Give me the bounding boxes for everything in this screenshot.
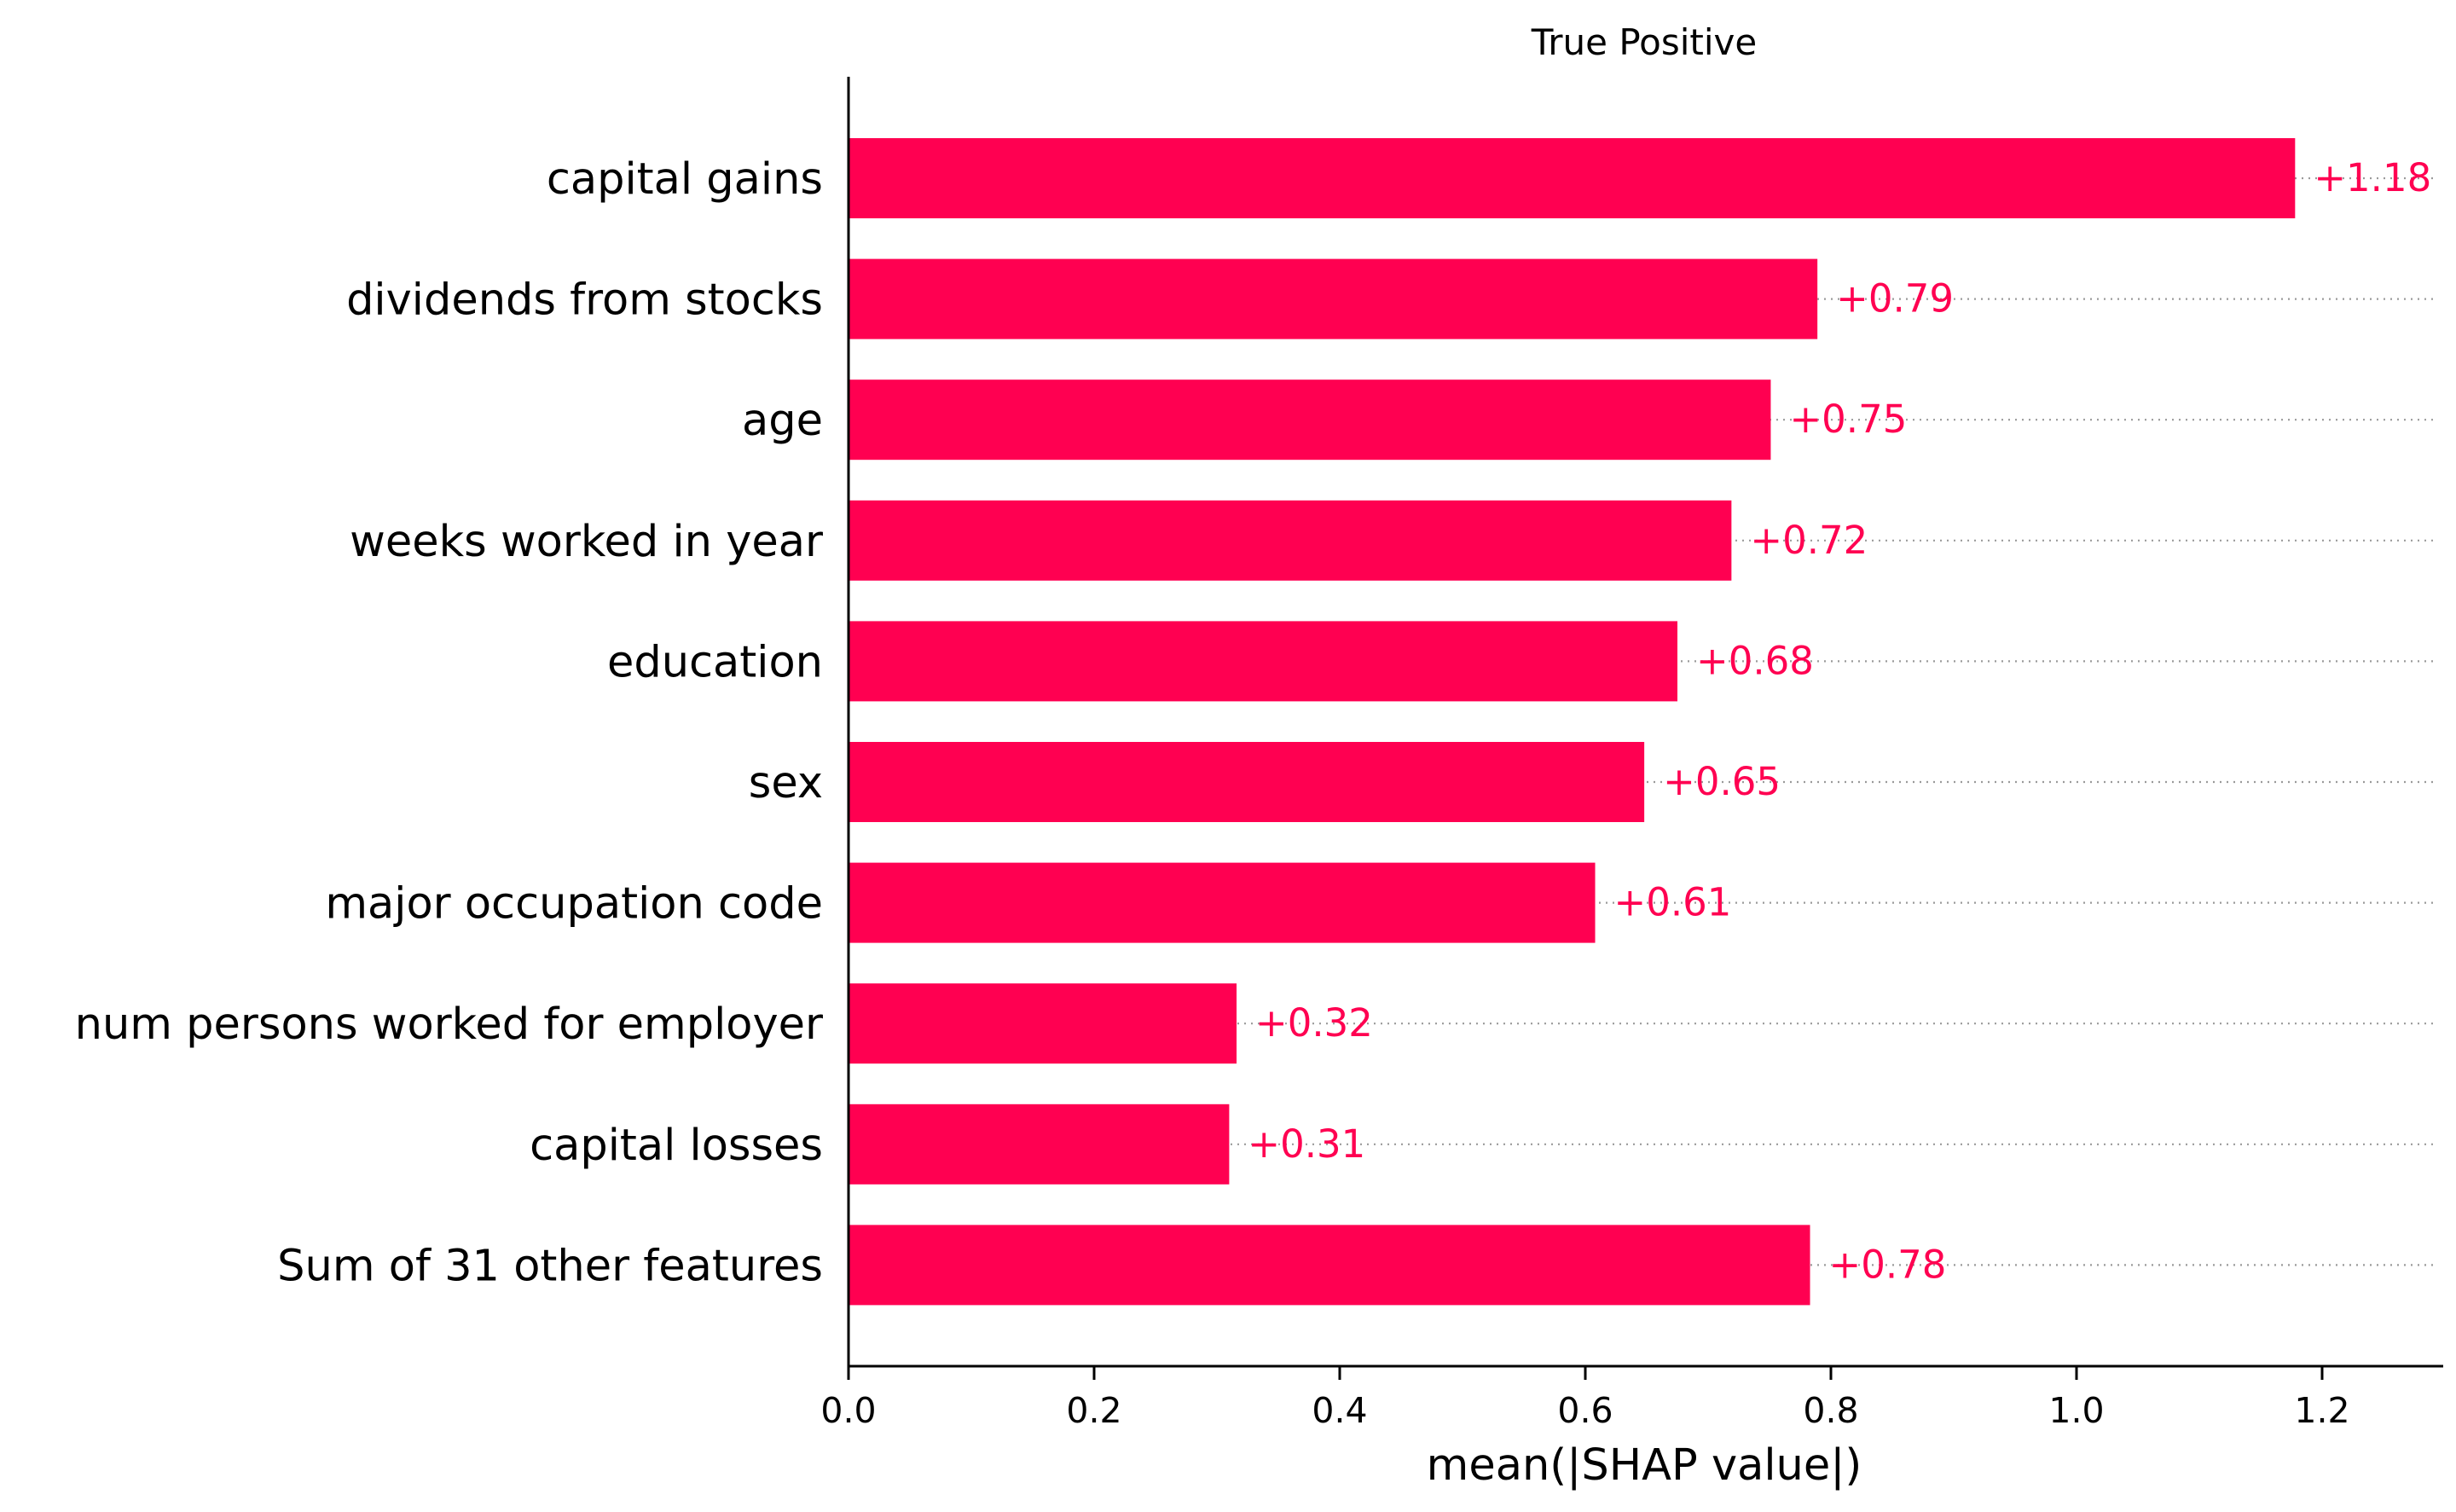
- bar: [849, 138, 2296, 218]
- category-label: Sum of 31 other features: [277, 1241, 823, 1291]
- bar: [849, 1225, 1810, 1306]
- bars-group: [849, 138, 2296, 1306]
- category-labels-group: capital gains dividends from stocks age wee…: [75, 154, 823, 1291]
- x-tick-label: 0.6: [1557, 1390, 1613, 1431]
- bar: [849, 258, 1818, 339]
- category-label: capital gains: [547, 154, 823, 205]
- x-axis-label: mean(|SHAP value|): [1427, 1440, 1862, 1491]
- bar-value-label: +0.72: [1750, 518, 1868, 563]
- category-label: num persons worked for employer: [75, 999, 823, 1050]
- bar: [849, 742, 1645, 822]
- bar: [849, 1104, 1230, 1185]
- category-label: age: [742, 396, 823, 446]
- x-tick-label: 0.2: [1066, 1390, 1121, 1431]
- x-tick-label: 1.0: [2048, 1390, 2104, 1431]
- bar-value-label: +0.79: [1836, 276, 1954, 322]
- bar: [849, 500, 1732, 581]
- bar-value-label: +0.31: [1248, 1121, 1365, 1167]
- category-label: dividends from stocks: [346, 275, 823, 326]
- bar-value-label: +0.68: [1696, 638, 1814, 683]
- category-label: sex: [749, 758, 823, 808]
- bar-value-label: +0.32: [1255, 1000, 1373, 1046]
- x-tick-label: 0.0: [820, 1390, 876, 1431]
- category-label: major occupation code: [325, 879, 823, 930]
- bar: [849, 621, 1677, 702]
- x-ticks-group: 0.0 0.2 0.4 0.6 0.8 1.0 1.2: [820, 1366, 2350, 1431]
- chart-title: True Positive: [1531, 21, 1757, 63]
- bar: [849, 862, 1596, 943]
- x-tick-label: 0.8: [1803, 1390, 1858, 1431]
- bar-value-label: +0.78: [1829, 1242, 1947, 1287]
- value-labels-group: +1.18 +0.79 +0.75 +0.72 +0.68 +0.65 +0.61 +0.32…: [1248, 155, 2431, 1287]
- bar-value-label: +0.65: [1663, 759, 1781, 804]
- row-guide-lines: [849, 177, 2437, 1266]
- bar-value-label: +0.61: [1614, 880, 1732, 925]
- bar-value-label: +0.75: [1789, 397, 1907, 442]
- x-tick-label: 0.4: [1312, 1390, 1367, 1431]
- category-label: education: [607, 637, 823, 687]
- category-label: weeks worked in year: [350, 517, 823, 567]
- bar: [849, 379, 1771, 461]
- bar-value-label: +1.18: [2314, 155, 2431, 200]
- category-label: capital losses: [530, 1121, 823, 1171]
- bar: [849, 983, 1237, 1064]
- x-tick-label: 1.2: [2294, 1390, 2349, 1431]
